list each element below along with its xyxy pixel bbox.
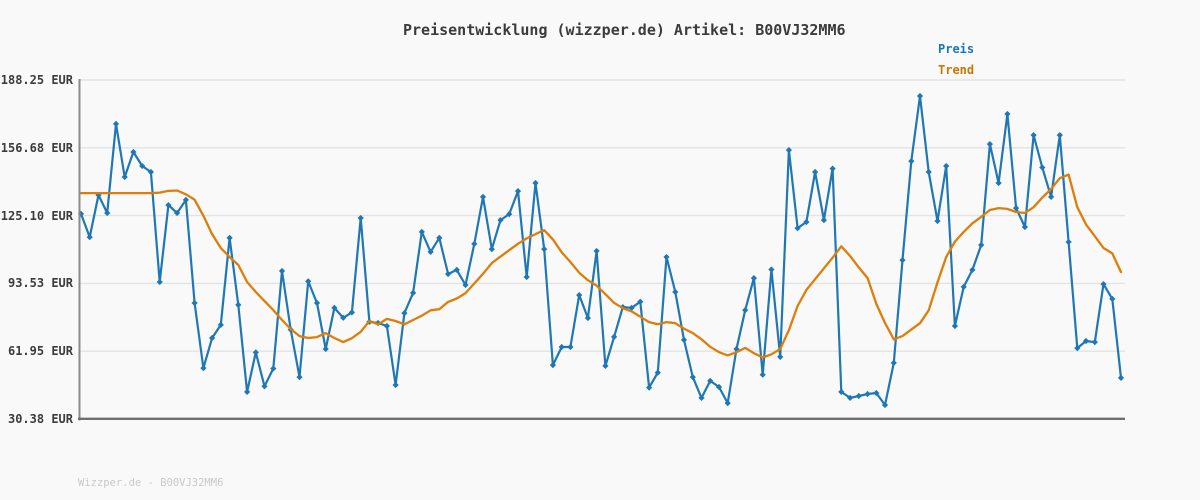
y-tick-label: 61.95 EUR — [7, 344, 73, 358]
y-tick-label: 156.68 EUR — [0, 141, 73, 155]
chart-legend: Preis Trend — [938, 39, 974, 81]
y-tick-label: 188.25 EUR — [0, 73, 73, 87]
trend-line-series — [79, 173, 1123, 359]
legend-item-trend: Trend — [938, 63, 975, 77]
watermark: Wizzper.de - B00VJ32MM6 — [78, 477, 224, 489]
axis-spines — [78, 79, 1125, 421]
chart-title: Preisentwicklung (wizzper.de) Artikel: B… — [403, 21, 846, 39]
y-tick-label: 30.38 EUR — [7, 412, 73, 426]
y-tick-label: 125.10 EUR — [0, 209, 73, 223]
gridlines — [79, 79, 1125, 420]
y-tick-label: 93.53 EUR — [7, 276, 73, 290]
legend-item-preis: Preis — [938, 42, 975, 56]
price-line-series — [77, 92, 1125, 409]
